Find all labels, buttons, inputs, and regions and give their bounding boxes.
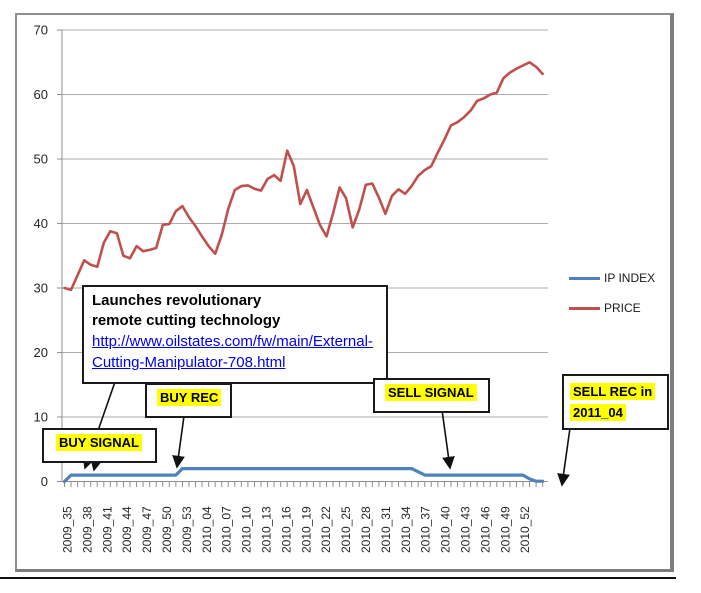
y-tick-label: 40 (34, 216, 48, 231)
legend-label-ip-index: IP INDEX (604, 271, 656, 285)
oilstates-link-line1: http://www.oilstates.com/fw/main/Ext (92, 333, 335, 350)
sell-signal-arrow (441, 409, 455, 470)
oilstates-link[interactable]: http://www.oilstates.com/fw/main/Externa… (92, 331, 386, 373)
x-tick-label: 2010_37 (419, 506, 433, 553)
x-tick-label: 2010_28 (359, 506, 373, 553)
x-tick-label: 2010_19 (299, 506, 313, 553)
y-tick-label: 30 (34, 281, 48, 296)
x-tick-label: 2009_50 (160, 506, 174, 553)
x-tick-label: 2010_31 (379, 506, 393, 553)
sell-rec-callout: SELL REC in 2011_04 (562, 374, 669, 430)
oilstates-link-line2: ernal-Cutting-Manipulator-708.html (92, 333, 373, 371)
buy-signal-label: BUY SIGNAL (56, 434, 142, 451)
y-tick-label: 70 (34, 23, 48, 38)
buy-signal-callout: BUY SIGNAL (42, 428, 157, 463)
bottom-horizontal-rule (0, 577, 676, 579)
legend-item-price: PRICE (569, 301, 641, 315)
sell-rec-label-line2: 2011_04 (570, 404, 626, 421)
ip-index-line-swatch (569, 276, 600, 280)
y-tick-label: 60 (34, 87, 48, 102)
x-tick-label: 2009_38 (80, 506, 94, 553)
y-tick-label: 10 (34, 410, 48, 425)
x-tick-label: 2010_10 (240, 506, 254, 553)
series-lines (62, 60, 545, 484)
x-tick-label: 2010_04 (200, 506, 214, 553)
x-tick-label: 2009_44 (120, 506, 134, 553)
x-tick-label: 2010_40 (439, 506, 453, 553)
figure-border (15, 13, 674, 572)
x-tick-label: 2010_07 (220, 506, 234, 553)
x-tick-label: 2009_41 (100, 506, 114, 553)
ip-index-line (62, 467, 545, 484)
buy-rec-label: BUY REC (157, 389, 222, 406)
x-tick-label: 2009_53 (180, 506, 194, 553)
buy-rec-arrow (172, 415, 185, 469)
sell-rec-arrow (557, 427, 571, 487)
launch-note-callout: Launches revolutionary remote cutting te… (82, 285, 388, 384)
x-tick-label: 2010_25 (339, 506, 353, 553)
y-tick-label: 0 (41, 474, 48, 489)
x-tick-label: 2010_49 (498, 506, 512, 553)
x-tick-label: 2010_46 (478, 506, 492, 553)
launch-note-line2: remote cutting technology (92, 312, 281, 329)
price-line-swatch (569, 306, 600, 310)
x-tick-label: 2009_35 (61, 506, 75, 553)
buy-rec-callout: BUY REC (145, 383, 232, 418)
x-tick-label: 2009_47 (140, 506, 154, 553)
y-tick-label: 50 (34, 152, 48, 167)
y-tick-label: 20 (34, 345, 48, 360)
y-axis-labels: 0 10 20 30 40 50 60 70 (34, 23, 48, 490)
x-tick-label: 2010_52 (518, 506, 532, 553)
x-tick-label: 2010_34 (399, 506, 413, 553)
sell-rec-label-line1: SELL REC in (570, 383, 656, 400)
x-tick-label: 2010_43 (459, 506, 473, 553)
price-line (63, 60, 544, 292)
sell-signal-callout: SELL SIGNAL (373, 378, 490, 413)
sell-signal-label: SELL SIGNAL (385, 384, 477, 401)
tick-marks (57, 29, 544, 487)
x-tick-label: 2010_13 (260, 506, 274, 553)
legend-item-ip-index: IP INDEX (569, 271, 655, 285)
launch-note-line1: Launches revolutionary (92, 292, 262, 309)
x-tick-label: 2010_16 (279, 506, 293, 553)
legend-label-price: PRICE (604, 301, 641, 315)
x-axis-labels: 2009_35 2009_38 2009_41 2009_44 2009_47 2009_… (61, 506, 533, 553)
x-tick-label: 2010_22 (319, 506, 333, 553)
